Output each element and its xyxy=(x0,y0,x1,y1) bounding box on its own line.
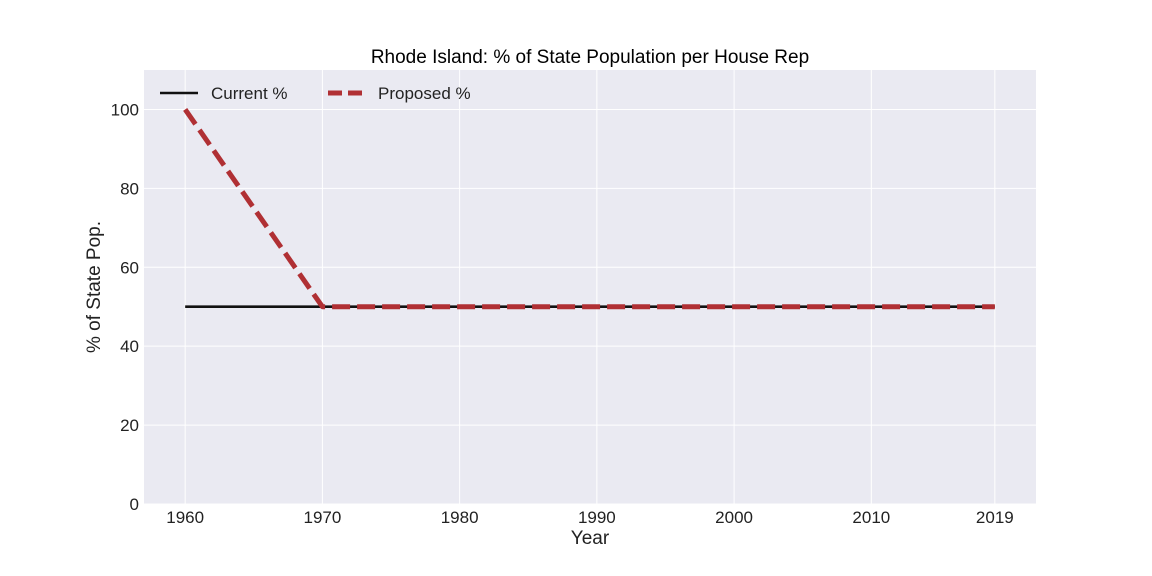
plot-area xyxy=(144,70,1036,504)
chart-title: Rhode Island: % of State Population per … xyxy=(371,47,809,68)
y-tick-label: 80 xyxy=(120,179,139,198)
y-tick-label: 20 xyxy=(120,416,139,435)
y-tick-label: 40 xyxy=(120,337,139,356)
x-tick-label: 2010 xyxy=(852,508,890,527)
legend-label-proposed: Proposed % xyxy=(378,84,471,103)
y-tick-label: 60 xyxy=(120,258,139,277)
x-axis-label: Year xyxy=(571,528,610,549)
x-tick-label: 1960 xyxy=(166,508,204,527)
x-tick-label: 2000 xyxy=(715,508,753,527)
y-tick-label: 0 xyxy=(130,495,139,514)
y-tick-label: 100 xyxy=(111,100,139,119)
legend-label-current: Current % xyxy=(211,84,288,103)
tick-labels: 1960 1970 1980 1990 2000 2010 2019 0 20 40 60 80 100 xyxy=(111,100,1014,527)
x-tick-label: 2019 xyxy=(976,508,1014,527)
x-tick-label: 1980 xyxy=(441,508,479,527)
x-tick-label: 1970 xyxy=(303,508,341,527)
y-axis-label: % of State Pop. xyxy=(84,221,105,353)
x-tick-label: 1990 xyxy=(578,508,616,527)
series-line-proposed xyxy=(183,108,995,310)
series-lines xyxy=(183,108,995,310)
legend: Current % Proposed % xyxy=(160,84,471,103)
